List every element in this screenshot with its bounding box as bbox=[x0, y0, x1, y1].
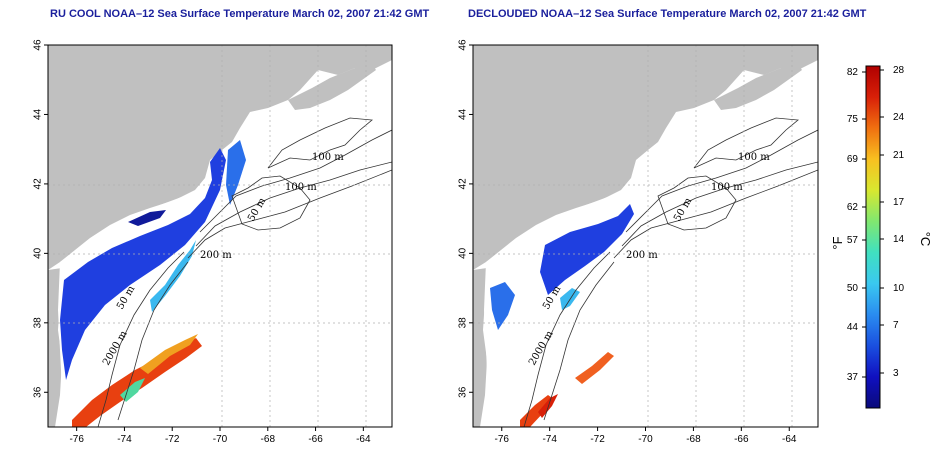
x-tick-label: -64 bbox=[356, 434, 371, 445]
colorbar-f-tick-label: 37 bbox=[847, 372, 859, 383]
colorbar-c-tick-label: 7 bbox=[893, 320, 899, 331]
colorbar-c-tick-label: 17 bbox=[893, 197, 905, 208]
x-tick-label: -64 bbox=[782, 434, 797, 445]
axis-ticks-declouded: -76 -74 -72 -70 -68 -66 -64 36 38 40 42 44 46 bbox=[458, 39, 797, 445]
land-north bbox=[48, 45, 392, 270]
x-tick-label: -74 bbox=[542, 434, 557, 445]
colorbar-f-tick-label: 44 bbox=[847, 322, 859, 333]
sst-cold-right-small bbox=[490, 282, 515, 330]
sst-cyan-streak bbox=[150, 240, 196, 312]
y-tick-label: 40 bbox=[33, 247, 44, 259]
y-tick-label: 36 bbox=[458, 386, 469, 398]
x-tick-label: -76 bbox=[69, 434, 84, 445]
colorbar: 82 75 69 62 57 50 44 37 28 24 21 17 14 10 7 3 °F °C bbox=[830, 65, 933, 409]
sst-cold-right bbox=[540, 204, 634, 295]
x-tick-label: -72 bbox=[165, 434, 180, 445]
y-tick-label: 44 bbox=[458, 108, 469, 120]
sst-warm-streak-a bbox=[140, 334, 198, 374]
colorbar-c-tick-label: 10 bbox=[893, 283, 905, 294]
axis-ticks-raw: -76 -74 -72 -70 -68 -66 -64 36 38 40 42 44 46 bbox=[33, 39, 371, 445]
panel-title-declouded: DECLOUDED NOAA–12 Sea Surface Temperatur… bbox=[468, 8, 867, 20]
contour-label-100m-a: 100 m bbox=[312, 152, 344, 163]
y-tick-label: 38 bbox=[458, 317, 469, 329]
colorbar-f-tick-label: 75 bbox=[847, 114, 859, 125]
colorbar-f-tick-label: 69 bbox=[847, 154, 859, 165]
map-panel-declouded: 100 m 100 m 50 m 200 m 50 m 2000 m -76 -7… bbox=[458, 39, 819, 445]
land-nova-scotia-right bbox=[714, 64, 802, 110]
sst-dark-patch bbox=[128, 210, 166, 226]
sst-warm-right-c bbox=[538, 394, 558, 418]
y-tick-label: 36 bbox=[33, 386, 44, 398]
colorbar-unit-celsius: °C bbox=[918, 232, 933, 247]
contour-label-50m-a: 50 m bbox=[246, 196, 268, 224]
contour-label-100m-b: 100 m bbox=[285, 182, 317, 193]
colorbar-f-tick-label: 62 bbox=[847, 202, 859, 213]
contour-label-200m-right: 200 m bbox=[626, 250, 658, 261]
x-tick-label: -66 bbox=[734, 434, 749, 445]
colorbar-c-tick-label: 24 bbox=[893, 112, 905, 123]
land-north-right bbox=[473, 45, 818, 270]
y-tick-label: 44 bbox=[33, 108, 44, 120]
land-nova-scotia bbox=[288, 64, 376, 110]
map-panel-raw: 100 m 100 m 50 m 200 m 50 m 2000 m -76 -7… bbox=[33, 39, 393, 445]
bathymetry-contours bbox=[97, 117, 392, 427]
colorbar-ticks: 82 75 69 62 57 50 44 37 28 24 21 17 14 10 7 3 bbox=[847, 65, 905, 383]
colorbar-f-tick-label: 57 bbox=[847, 235, 859, 246]
sst-scattered-ne bbox=[226, 140, 246, 205]
y-tick-label: 46 bbox=[458, 39, 469, 51]
x-tick-label: -70 bbox=[213, 434, 228, 445]
colorbar-f-tick-label: 82 bbox=[847, 67, 859, 78]
y-tick-label: 46 bbox=[33, 39, 44, 51]
y-tick-label: 38 bbox=[33, 317, 44, 329]
grid-lines-right bbox=[473, 45, 818, 427]
x-tick-label: -70 bbox=[638, 434, 653, 445]
colorbar-c-tick-label: 21 bbox=[893, 150, 905, 161]
colorbar-c-tick-label: 14 bbox=[893, 234, 905, 245]
sst-warm-right-b bbox=[575, 352, 614, 384]
colorbar-c-tick-label: 28 bbox=[893, 65, 905, 76]
grid-lines bbox=[48, 45, 392, 427]
panel-title-raw: RU COOL NOAA–12 Sea Surface Temperature … bbox=[50, 8, 430, 20]
y-tick-label: 42 bbox=[458, 178, 469, 190]
x-tick-label: -68 bbox=[686, 434, 701, 445]
x-tick-label: -76 bbox=[495, 434, 510, 445]
y-tick-label: 42 bbox=[33, 178, 44, 190]
contour-label-100m-a-right: 100 m bbox=[738, 152, 770, 163]
colorbar-f-tick-label: 50 bbox=[847, 283, 859, 294]
land-south-right bbox=[473, 268, 487, 427]
contour-label-100m-b-right: 100 m bbox=[711, 182, 743, 193]
colorbar-unit-fahrenheit: °F bbox=[830, 236, 845, 249]
x-tick-label: -68 bbox=[261, 434, 276, 445]
x-tick-label: -72 bbox=[590, 434, 605, 445]
x-tick-label: -74 bbox=[117, 434, 132, 445]
contour-label-50m-a-right: 50 m bbox=[672, 196, 694, 224]
colorbar-c-tick-label: 3 bbox=[893, 368, 899, 379]
colorbar-fill bbox=[865, 65, 881, 409]
contour-label-200m: 200 m bbox=[200, 250, 232, 261]
y-tick-label: 40 bbox=[458, 247, 469, 259]
x-tick-label: -66 bbox=[308, 434, 323, 445]
sst-warm-streak-b bbox=[120, 378, 145, 402]
sst-cold-nearshore bbox=[60, 148, 226, 380]
